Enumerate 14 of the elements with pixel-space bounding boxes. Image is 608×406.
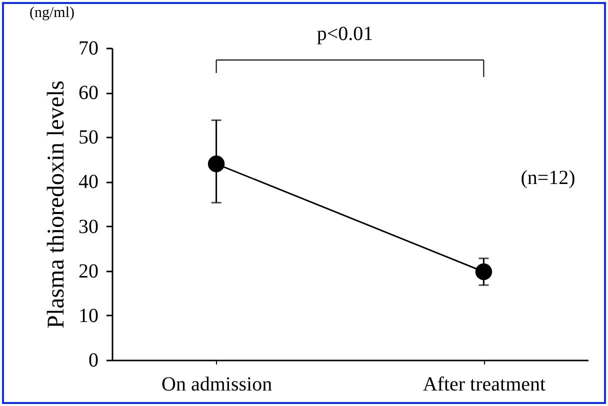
y-tick-label: 0: [88, 350, 98, 372]
y-tick-label: 40: [78, 171, 98, 194]
annotation: (n=12): [520, 167, 576, 189]
text: p<0.01: [316, 23, 374, 45]
y-tick-label: 60: [78, 82, 98, 104]
x-tick-label: After treatment: [422, 374, 546, 396]
x-tick-label: On admission: [162, 374, 272, 396]
y-tick-label: 70: [78, 38, 98, 60]
y-tick-label: 50: [78, 126, 98, 149]
y-axis-title: Plasma thioredoxin levels: [44, 80, 70, 328]
text: (ng/ml): [30, 5, 74, 21]
y-tick-label: 30: [78, 216, 98, 238]
y-tick-label: 10: [78, 304, 98, 327]
y-tick-label: 20: [78, 260, 98, 282]
